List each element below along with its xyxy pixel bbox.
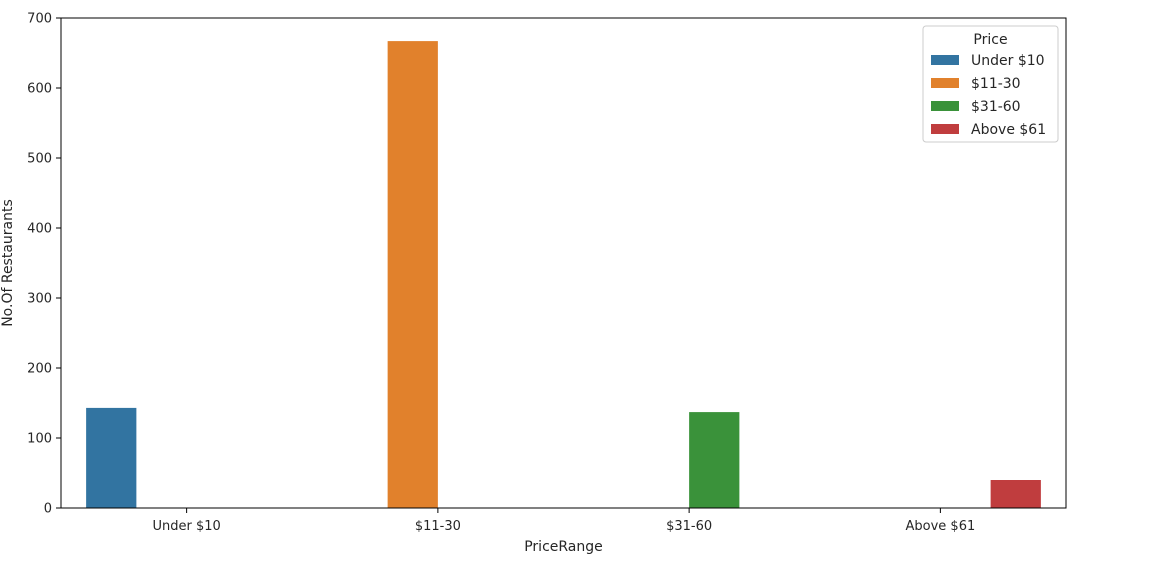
bar--11-30 <box>387 41 438 508</box>
legend-swatch <box>931 101 959 111</box>
x-tick-label: Under $10 <box>152 519 220 534</box>
y-tick-label: 700 <box>27 12 52 27</box>
x-tick-label: $31-60 <box>666 519 712 534</box>
y-tick-label: 200 <box>27 362 52 377</box>
x-tick-label: Above $61 <box>906 519 976 534</box>
x-tick-label: $11-30 <box>415 519 461 534</box>
legend-entry-label: $31-60 <box>971 99 1021 115</box>
legend-entry-label: Under $10 <box>971 53 1045 69</box>
legend-swatch <box>931 55 959 65</box>
y-tick-label: 400 <box>27 222 52 237</box>
y-axis-label: No.Of Restaurants <box>0 199 16 327</box>
bar--31-60 <box>689 412 740 508</box>
y-tick-label: 100 <box>27 432 52 447</box>
bar-under-10 <box>86 407 137 508</box>
legend-entry-label: $11-30 <box>971 76 1021 92</box>
legend-swatch <box>931 78 959 88</box>
y-tick-label: 600 <box>27 82 52 97</box>
y-tick-label: 300 <box>27 292 52 307</box>
legend-items: Under $10 $11-30 $31-60 Above $61 <box>931 53 1046 138</box>
y-tick-label: 500 <box>27 152 52 167</box>
y-tick-label: 0 <box>44 502 52 517</box>
plot-frame <box>60 17 1067 509</box>
x-axis-label: PriceRange <box>524 539 603 555</box>
legend-entry-label: Above $61 <box>971 122 1046 138</box>
legend-swatch <box>931 124 959 134</box>
y-axis-ticks: 0 100 200 300 400 500 600 700 <box>27 12 61 517</box>
legend: Price Under $10 $11-30 $31-60 Above $61 <box>922 25 1059 143</box>
x-axis-ticks: Under $10 $11-30 $31-60 Above $61 <box>152 508 975 534</box>
bars-group <box>86 41 1041 508</box>
legend-title: Price <box>973 32 1007 48</box>
bar-above-61 <box>990 480 1041 508</box>
